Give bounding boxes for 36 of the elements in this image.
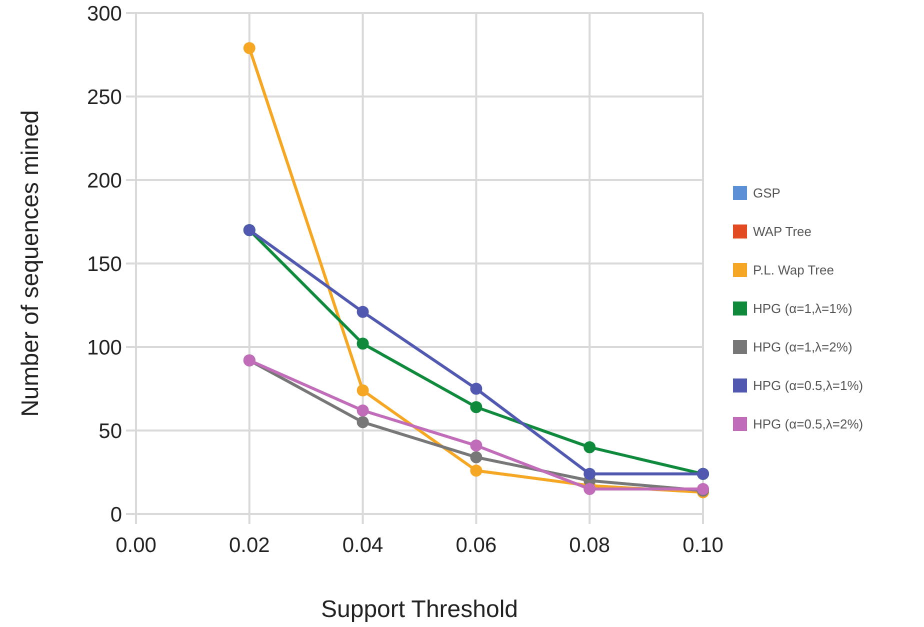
y-tick-label: 300 <box>86 2 122 26</box>
point <box>584 482 596 495</box>
point <box>356 404 369 416</box>
point <box>243 42 256 54</box>
y-tick-label: 0 <box>110 503 122 526</box>
legend-label: HPG (α=1,λ=2%) <box>753 340 852 355</box>
point <box>356 416 369 428</box>
y-tick-label: 250 <box>86 86 122 109</box>
x-tick-label: 0.10 <box>682 534 724 557</box>
point <box>470 451 482 464</box>
legend-label: WAP Tree <box>753 224 812 240</box>
legend-label: HPG (α=1,λ=1%) <box>753 301 852 316</box>
x-tick-label: 0.00 <box>116 534 156 557</box>
y-axis-title: Number of sequences mined <box>17 110 44 417</box>
point <box>356 338 369 350</box>
point <box>356 306 369 318</box>
x-tick-label: 0.06 <box>456 534 497 557</box>
point <box>470 401 482 414</box>
point <box>470 464 482 477</box>
x-tick-label: 0.08 <box>569 534 610 557</box>
point <box>584 468 596 480</box>
x-tick-label: 0.02 <box>228 534 270 557</box>
y-tick-label: 100 <box>86 336 122 360</box>
y-tick-label: 50 <box>98 420 122 443</box>
x-tick-label: 0.04 <box>342 534 384 557</box>
point <box>356 384 369 396</box>
legend-label: P.L. Wap Tree <box>753 262 834 278</box>
legend-label: HPG (α=0.5,λ=2%) <box>753 416 864 432</box>
point <box>584 441 596 454</box>
point <box>470 440 482 452</box>
x-axis-title: Support Threshold <box>320 596 518 623</box>
y-tick-label: 200 <box>86 169 122 192</box>
legend-label: GSP <box>753 186 780 201</box>
y-tick-label: 150 <box>86 252 122 276</box>
point <box>470 382 482 395</box>
legend-label: HPG (α=0.5,λ=1%) <box>753 378 864 394</box>
